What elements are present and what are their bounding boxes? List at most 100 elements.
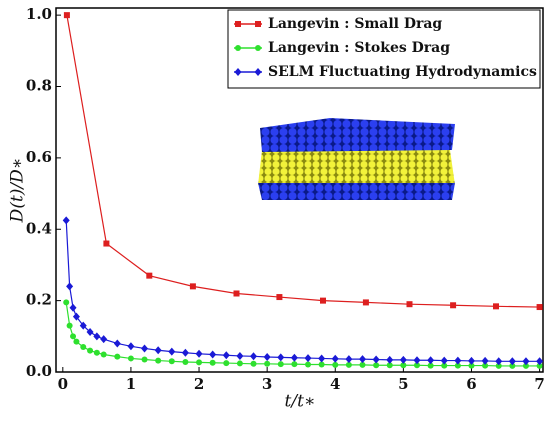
marker xyxy=(536,362,543,369)
y-tick-label: 1.0 xyxy=(26,5,52,23)
marker xyxy=(63,299,70,306)
marker xyxy=(114,353,121,360)
marker xyxy=(141,344,149,353)
y-tick-label: 0.2 xyxy=(26,291,52,309)
marker xyxy=(154,346,162,355)
marker xyxy=(155,357,162,364)
marker xyxy=(359,361,366,368)
marker xyxy=(236,351,244,360)
marker xyxy=(536,357,544,366)
marker xyxy=(196,359,203,366)
marker xyxy=(495,357,503,366)
series-line xyxy=(66,15,540,308)
marker xyxy=(66,322,73,329)
marker xyxy=(62,216,70,225)
marker xyxy=(345,361,352,368)
marker xyxy=(362,299,369,306)
marker xyxy=(319,297,326,304)
legend-label: SELM Fluctuating Hydrodynamics xyxy=(268,64,537,80)
marker xyxy=(100,335,108,344)
marker xyxy=(93,349,100,356)
marker xyxy=(86,328,94,337)
marker xyxy=(454,362,461,369)
marker xyxy=(250,360,257,367)
x-tick-label: 2 xyxy=(194,375,204,393)
marker xyxy=(93,332,101,341)
marker xyxy=(250,352,258,361)
marker xyxy=(413,356,421,365)
marker xyxy=(233,290,240,297)
marker xyxy=(195,349,203,358)
marker xyxy=(255,21,261,27)
marker xyxy=(235,21,241,27)
marker xyxy=(72,312,80,321)
marker xyxy=(277,353,285,362)
inset-image xyxy=(258,118,455,200)
marker xyxy=(181,348,189,357)
legend-label: Langevin : Stokes Drag xyxy=(268,40,450,56)
marker xyxy=(100,351,107,358)
marker xyxy=(63,12,70,19)
marker xyxy=(386,355,394,364)
marker xyxy=(235,45,241,51)
marker xyxy=(400,362,407,369)
marker xyxy=(536,304,543,311)
marker xyxy=(440,356,448,365)
marker xyxy=(103,240,110,247)
marker xyxy=(234,68,242,76)
marker xyxy=(522,362,529,369)
marker xyxy=(79,321,87,330)
marker xyxy=(509,362,516,369)
marker xyxy=(209,350,217,359)
marker xyxy=(291,361,298,368)
marker xyxy=(73,338,80,345)
x-tick-label: 4 xyxy=(330,375,340,393)
marker xyxy=(222,351,230,360)
y-tick-label: 0.8 xyxy=(26,77,52,95)
marker xyxy=(318,361,325,368)
marker xyxy=(413,362,420,369)
marker xyxy=(254,68,262,76)
marker xyxy=(399,355,407,364)
marker xyxy=(522,357,530,366)
x-tick-label: 7 xyxy=(534,375,544,393)
marker xyxy=(255,45,261,51)
marker xyxy=(386,362,393,369)
marker xyxy=(493,303,500,310)
marker xyxy=(468,362,475,369)
y-tick-label: 0.4 xyxy=(26,219,52,237)
marker xyxy=(406,301,413,308)
marker xyxy=(290,353,298,362)
series-line xyxy=(65,302,540,367)
y-axis-label: D(t)/D∗ xyxy=(8,158,28,224)
marker xyxy=(467,356,475,365)
marker xyxy=(87,347,94,354)
x-tick-label: 3 xyxy=(262,375,272,393)
marker xyxy=(318,354,326,363)
marker xyxy=(345,355,353,364)
marker xyxy=(127,342,135,351)
marker xyxy=(80,344,87,351)
x-tick-label: 5 xyxy=(398,375,408,393)
marker xyxy=(359,355,367,364)
legend-label: Langevin : Small Drag xyxy=(268,16,442,32)
marker xyxy=(332,361,339,368)
marker xyxy=(141,356,148,363)
marker xyxy=(223,360,230,367)
series-line xyxy=(65,220,540,362)
marker xyxy=(168,358,175,365)
plot-frame xyxy=(55,7,544,373)
x-tick-label: 6 xyxy=(466,375,476,393)
marker xyxy=(127,355,134,362)
marker xyxy=(304,354,312,363)
marker xyxy=(236,360,243,367)
y-tick-label: 0.0 xyxy=(26,362,52,380)
marker xyxy=(305,361,312,368)
marker xyxy=(495,362,502,369)
marker xyxy=(450,302,457,309)
marker xyxy=(146,272,153,279)
marker xyxy=(372,355,380,364)
x-tick-label: 0 xyxy=(58,375,68,393)
marker xyxy=(481,356,489,365)
